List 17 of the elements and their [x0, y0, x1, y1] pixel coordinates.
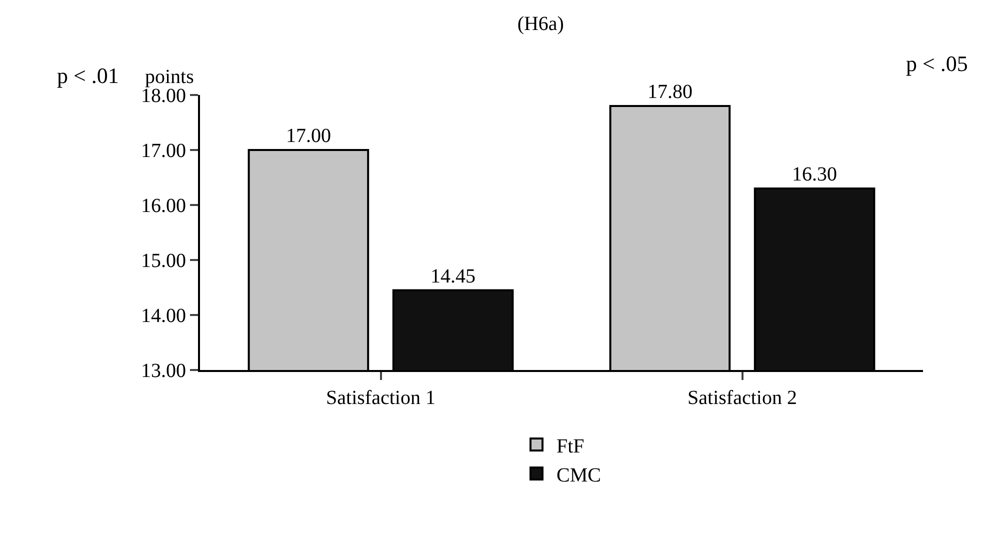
x-tick-label: Satisfaction 1 [326, 387, 436, 409]
data-label: 17.00 [286, 125, 331, 147]
x-tick-label: Satisfaction 2 [688, 387, 797, 409]
y-tick-label: 14.00 [141, 305, 186, 327]
data-label: 17.80 [647, 81, 692, 103]
y-tick-label: 13.00 [141, 360, 186, 382]
y-tick-label: 15.00 [141, 250, 186, 272]
y-tick-label: 17.00 [141, 140, 186, 162]
text: p < .01 [57, 63, 119, 88]
text: p < .05 [906, 51, 968, 76]
data-label: 14.45 [430, 265, 476, 288]
y-axis-title: points [145, 66, 194, 88]
data-label: 16.30 [792, 164, 838, 186]
legend-label: FtF [556, 435, 584, 458]
legend-label: CMC [556, 464, 601, 486]
chart-title: (H6a) [517, 13, 564, 36]
y-tick-label: 16.00 [141, 195, 186, 217]
